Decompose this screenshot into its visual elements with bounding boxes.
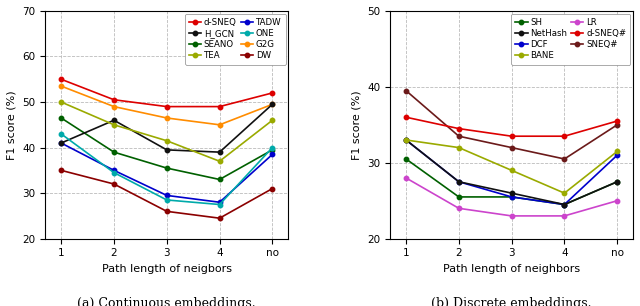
LR: [455, 207, 463, 210]
SNEQ#: [613, 123, 621, 127]
H_GCN: [269, 103, 276, 106]
d-SNEQ#: [402, 115, 410, 119]
H_GCN: [163, 148, 171, 152]
SEANO: [58, 116, 65, 120]
Line: H_GCN: H_GCN: [59, 102, 275, 154]
Title: (a) Continuous embeddings.: (a) Continuous embeddings.: [77, 297, 256, 306]
d-SNEQ: [58, 77, 65, 81]
d-SNEQ#: [561, 134, 568, 138]
ONE: [269, 146, 276, 149]
TADW: [216, 200, 223, 204]
G2G: [110, 105, 118, 108]
ONE: [163, 198, 171, 202]
TADW: [110, 169, 118, 172]
d-SNEQ: [216, 105, 223, 108]
DW: [110, 182, 118, 186]
SH: [561, 203, 568, 206]
LR: [402, 176, 410, 180]
SEANO: [216, 177, 223, 181]
Line: ONE: ONE: [59, 132, 275, 207]
Y-axis label: F1 score (%): F1 score (%): [7, 90, 17, 160]
Line: TADW: TADW: [59, 141, 275, 204]
SH: [402, 157, 410, 161]
TADW: [58, 141, 65, 145]
DW: [269, 187, 276, 190]
SEANO: [163, 166, 171, 170]
Title: (b) Discrete embeddings.: (b) Discrete embeddings.: [431, 297, 592, 306]
H_GCN: [216, 150, 223, 154]
G2G: [58, 84, 65, 88]
NetHash: [561, 203, 568, 206]
SH: [613, 180, 621, 184]
BANE: [613, 150, 621, 153]
d-SNEQ: [163, 105, 171, 108]
TADW: [269, 153, 276, 156]
ONE: [58, 132, 65, 136]
TEA: [269, 118, 276, 122]
LR: [508, 214, 515, 218]
Line: G2G: G2G: [59, 84, 275, 127]
NetHash: [508, 191, 515, 195]
Line: LR: LR: [404, 176, 620, 218]
NetHash: [402, 138, 410, 142]
DCF: [402, 138, 410, 142]
TEA: [163, 139, 171, 143]
SEANO: [269, 148, 276, 152]
X-axis label: Path length of neigbors: Path length of neigbors: [102, 264, 232, 274]
DCF: [613, 153, 621, 157]
Legend: SH, NetHash, DCF, BANE, LR, d-SNEQ#, SNEQ#: SH, NetHash, DCF, BANE, LR, d-SNEQ#, SNE…: [511, 13, 630, 65]
H_GCN: [58, 141, 65, 145]
SH: [455, 195, 463, 199]
LR: [613, 199, 621, 203]
d-SNEQ: [110, 98, 118, 102]
Line: d-SNEQ#: d-SNEQ#: [404, 115, 620, 138]
BANE: [402, 138, 410, 142]
Line: TEA: TEA: [59, 100, 275, 163]
SH: [508, 195, 515, 199]
Line: SEANO: SEANO: [59, 116, 275, 182]
TEA: [216, 159, 223, 163]
Line: SH: SH: [404, 157, 620, 207]
SNEQ#: [402, 89, 410, 92]
DCF: [508, 195, 515, 199]
G2G: [269, 103, 276, 106]
SEANO: [110, 150, 118, 154]
DCF: [561, 203, 568, 206]
Line: DW: DW: [59, 168, 275, 220]
DW: [163, 210, 171, 213]
BANE: [455, 146, 463, 149]
LR: [561, 214, 568, 218]
d-SNEQ#: [455, 127, 463, 130]
TEA: [110, 123, 118, 127]
DW: [216, 216, 223, 220]
SNEQ#: [455, 134, 463, 138]
X-axis label: Path length of neighbors: Path length of neighbors: [443, 264, 580, 274]
NetHash: [613, 180, 621, 184]
Line: BANE: BANE: [404, 138, 620, 195]
TEA: [58, 100, 65, 104]
Line: NetHash: NetHash: [404, 138, 620, 207]
Line: d-SNEQ: d-SNEQ: [59, 77, 275, 109]
Y-axis label: F1 score (%): F1 score (%): [352, 90, 362, 160]
d-SNEQ#: [508, 134, 515, 138]
G2G: [216, 123, 223, 127]
ONE: [216, 203, 223, 206]
TADW: [163, 194, 171, 197]
ONE: [110, 171, 118, 174]
Line: SNEQ#: SNEQ#: [404, 88, 620, 161]
d-SNEQ: [269, 91, 276, 95]
H_GCN: [110, 118, 118, 122]
DW: [58, 169, 65, 172]
NetHash: [455, 180, 463, 184]
G2G: [163, 116, 171, 120]
d-SNEQ#: [613, 119, 621, 123]
Line: DCF: DCF: [404, 138, 620, 207]
BANE: [561, 191, 568, 195]
SNEQ#: [508, 146, 515, 149]
DCF: [455, 180, 463, 184]
BANE: [508, 169, 515, 172]
SNEQ#: [561, 157, 568, 161]
Legend: d-SNEQ, H_GCN, SEANO, TEA, TADW, ONE, G2G, DW: d-SNEQ, H_GCN, SEANO, TEA, TADW, ONE, G2…: [185, 13, 285, 65]
